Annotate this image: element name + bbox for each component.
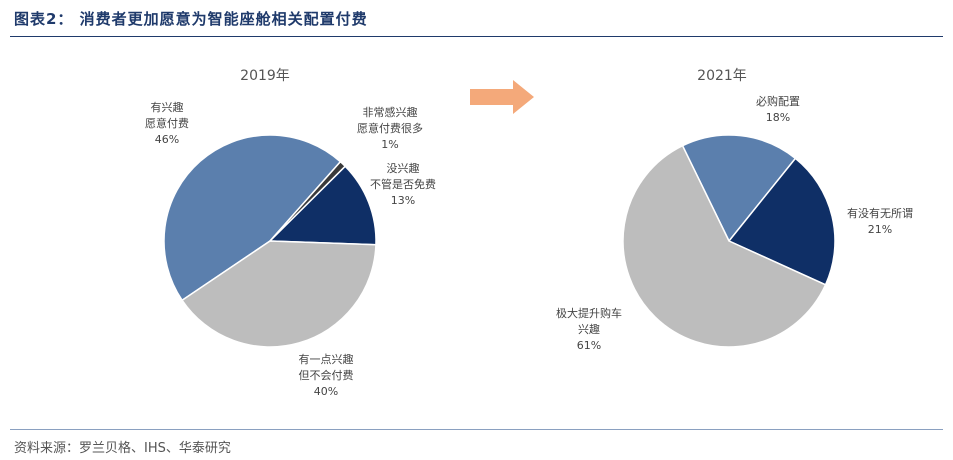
pie-slice: [622, 144, 827, 348]
pie-slice: [268, 165, 377, 246]
header-rule: [10, 36, 943, 37]
chart-title: 2019年: [240, 68, 290, 84]
pie-slice: [727, 157, 836, 286]
pie-slice: [163, 134, 342, 302]
data-label: 非常感兴趣愿意付费很多 1%: [357, 105, 423, 151]
footer-rule: [10, 429, 943, 430]
data-label: 有没有无所谓 21%: [847, 206, 913, 236]
pie-slice: [181, 240, 377, 348]
source-note: 资料来源：罗兰贝格、IHS、华泰研究: [14, 441, 231, 456]
chart-title: 2021年: [697, 68, 747, 84]
data-label: 有一点兴趣但不会付费 40%: [299, 352, 354, 398]
data-label: 没兴趣不管是否免费 13%: [370, 161, 436, 207]
arrow-right-icon: [470, 80, 534, 114]
data-label: 极大提升购车兴趣 61%: [556, 306, 622, 352]
data-label: 必购配置 18%: [756, 94, 800, 124]
pie-slice: [681, 134, 797, 243]
page-title: 图表2： 消费者更加愿意为智能座舱相关配置付费: [14, 10, 368, 28]
data-label: 有兴趣愿意付费 46%: [145, 100, 189, 146]
